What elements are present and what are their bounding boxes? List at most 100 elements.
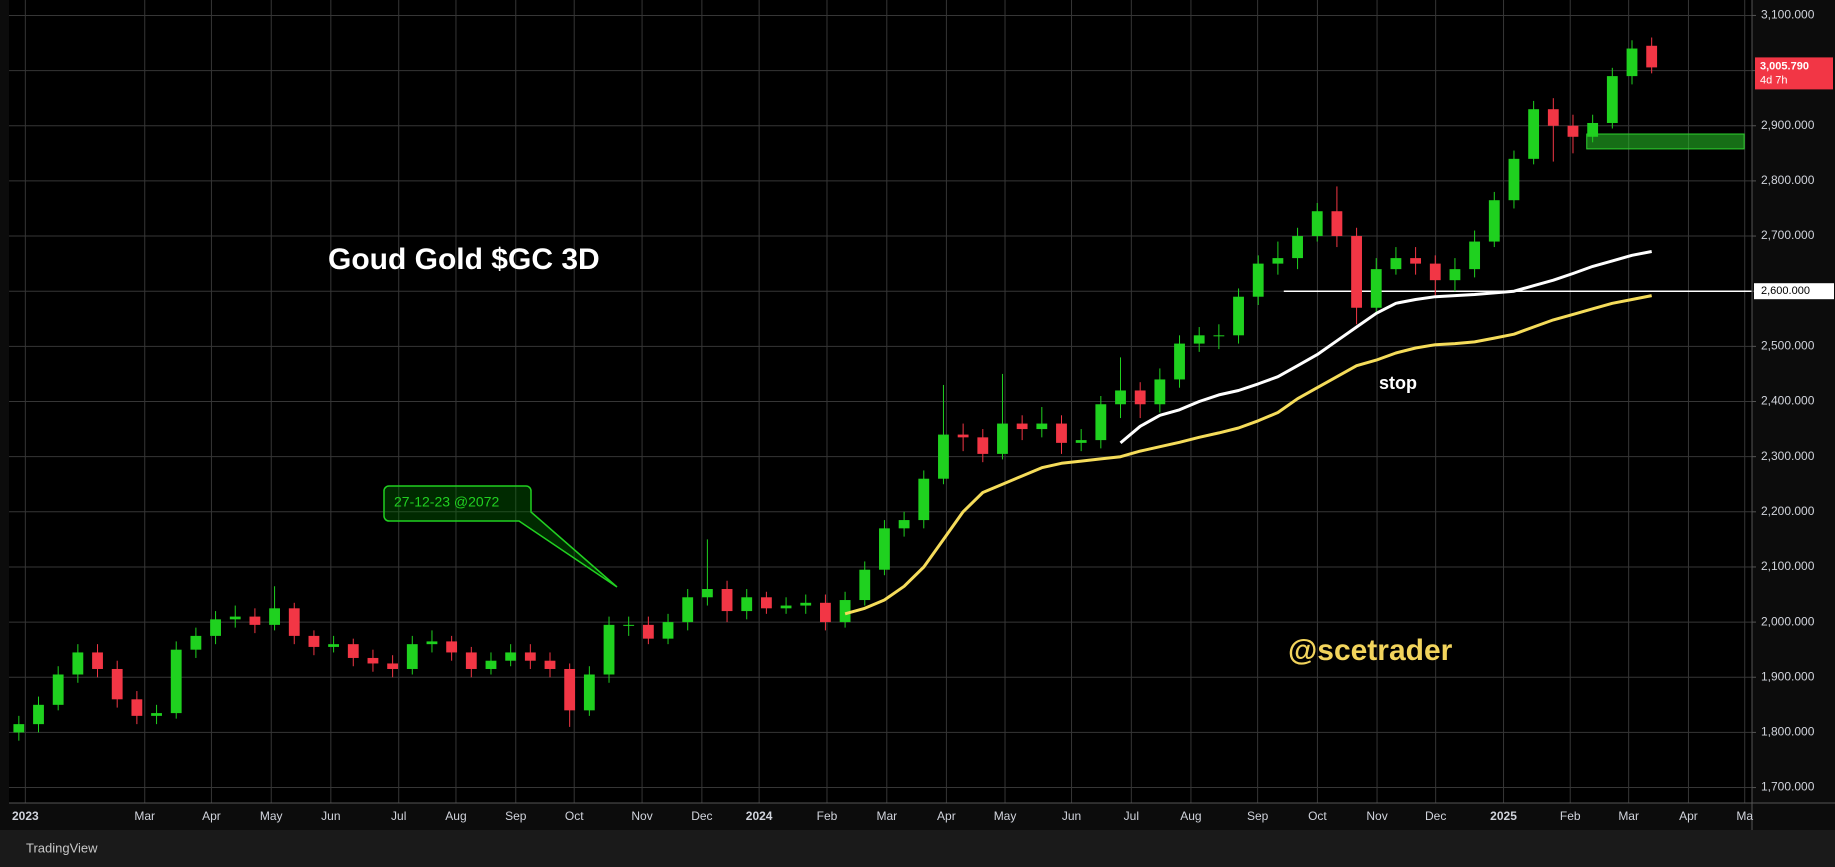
candle-body xyxy=(1252,263,1264,297)
candle-body xyxy=(465,652,477,669)
y-tick-label: 1,700.000 xyxy=(1761,780,1815,794)
candle-body xyxy=(564,668,576,711)
candle-body xyxy=(839,600,851,623)
candle-body xyxy=(308,635,320,647)
x-tick-label: 2025 xyxy=(1490,809,1517,823)
candle-body xyxy=(1311,211,1323,237)
candle-body xyxy=(1370,269,1382,308)
chart-title: Goud Gold $GC 3D xyxy=(328,243,600,276)
candle-body xyxy=(269,608,280,625)
callout-box xyxy=(383,485,618,588)
last-price-label: 3,005.790 xyxy=(1760,60,1809,72)
candle-body xyxy=(367,657,379,664)
candle-body xyxy=(918,478,930,521)
candle-body xyxy=(1410,258,1422,264)
candle-body xyxy=(1134,390,1146,405)
y-tick-label: 2,800.000 xyxy=(1761,173,1815,187)
callout: 27-12-23 @2072 xyxy=(383,485,618,588)
candle-body xyxy=(800,602,812,606)
candle-body xyxy=(898,520,910,529)
candle-body xyxy=(977,437,989,454)
x-tick-label: Feb xyxy=(1560,809,1581,823)
y-tick-label: 2,700.000 xyxy=(1761,228,1815,242)
candle-body xyxy=(33,704,44,725)
candle-body xyxy=(111,668,123,700)
candle-body xyxy=(1292,236,1303,259)
candle-body xyxy=(879,528,890,570)
candle-body xyxy=(760,597,772,609)
candle-body xyxy=(1390,258,1402,270)
candle-body xyxy=(583,674,595,711)
y-tick-label: 2,300.000 xyxy=(1761,449,1815,463)
candle-body xyxy=(131,699,143,716)
level-badge-label: 2,600.000 xyxy=(1761,285,1810,297)
candle-body xyxy=(1508,158,1520,201)
candle-body xyxy=(859,569,871,601)
x-tick-label: Aug xyxy=(445,809,466,823)
candle-body xyxy=(72,652,84,675)
candle-body xyxy=(1567,125,1579,137)
candle-body xyxy=(387,663,399,669)
candle-body xyxy=(957,434,969,438)
grid xyxy=(9,0,1752,803)
support-zone xyxy=(1586,133,1745,150)
candle-body xyxy=(1528,109,1540,159)
candle-body xyxy=(288,608,300,636)
candle-body xyxy=(1233,296,1244,336)
y-tick-label: 1,800.000 xyxy=(1761,725,1815,739)
candle-body xyxy=(544,660,556,669)
candle-body xyxy=(505,652,517,661)
stop-label: stop xyxy=(1379,373,1417,393)
candle-body xyxy=(524,652,536,661)
candle-body xyxy=(426,641,438,645)
x-tick-label: Mar xyxy=(876,809,897,823)
candle-body xyxy=(210,619,221,636)
candle-body xyxy=(682,597,694,623)
candle-body xyxy=(1646,45,1658,68)
candle-body xyxy=(701,589,713,598)
x-tick-label: Jun xyxy=(1062,809,1081,823)
candle-body xyxy=(347,644,359,658)
candle-body xyxy=(1449,269,1461,281)
candle-body xyxy=(1075,440,1087,443)
x-tick-label: Mar xyxy=(134,809,155,823)
candle-body xyxy=(1213,335,1225,337)
x-tick-label: Apr xyxy=(937,809,956,823)
y-tick-label: 2,400.000 xyxy=(1761,394,1815,408)
x-tick-label: Jun xyxy=(321,809,340,823)
candle-body xyxy=(485,660,497,669)
x-tick-label: Oct xyxy=(565,809,584,823)
candle-body xyxy=(1193,335,1205,344)
level-badge xyxy=(1754,283,1834,300)
candle-body xyxy=(92,652,103,669)
candle-body xyxy=(52,674,64,705)
candle-body xyxy=(328,644,340,647)
candle-body xyxy=(1095,404,1107,441)
candle-body xyxy=(151,713,162,716)
x-tick-label: May xyxy=(994,809,1017,823)
candle-body xyxy=(1488,200,1500,242)
x-tick-label: 2023 xyxy=(12,809,39,823)
handle: @scetrader xyxy=(1288,634,1453,667)
candle-body xyxy=(170,649,182,714)
candle-body xyxy=(1016,423,1028,430)
candle-body xyxy=(642,624,654,639)
candle-body xyxy=(1429,263,1441,281)
candle-body xyxy=(190,635,202,650)
candle-body xyxy=(603,624,615,675)
candle-body xyxy=(662,622,674,639)
x-tick-label: Jul xyxy=(391,809,406,823)
x-tick-label: 2024 xyxy=(746,809,773,823)
x-tick-label: Nov xyxy=(1366,809,1387,823)
candle-body xyxy=(1587,122,1599,137)
x-tick-label: Dec xyxy=(1425,809,1446,823)
candle-body xyxy=(446,641,458,653)
moving-average xyxy=(1119,250,1652,445)
x-tick-label: Oct xyxy=(1308,809,1327,823)
candle-body xyxy=(1351,236,1362,308)
x-tick-label: Apr xyxy=(202,809,221,823)
candle-body xyxy=(249,616,261,625)
y-tick-label: 3,100.000 xyxy=(1761,8,1815,22)
x-tick-label: Jul xyxy=(1124,809,1139,823)
